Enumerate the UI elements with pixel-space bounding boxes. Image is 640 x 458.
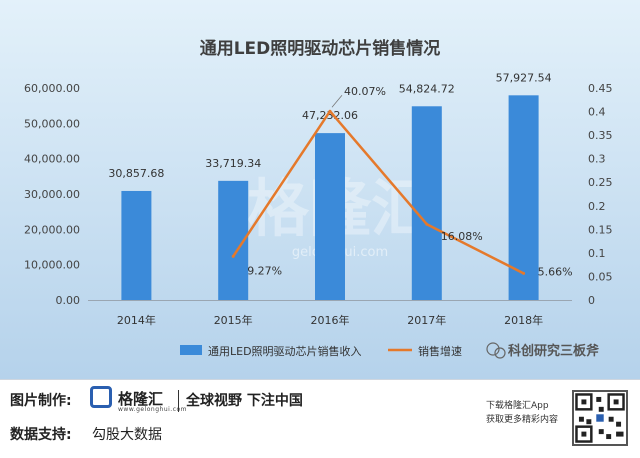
bar — [315, 133, 345, 300]
bar-value-label: 57,927.54 — [496, 71, 552, 84]
bar — [411, 106, 442, 301]
y-right-tick-label: 0.35 — [588, 129, 613, 142]
chart-title: 通用LED照明驱动芯片销售情况 — [200, 38, 441, 59]
bar — [121, 190, 152, 300]
bar-value-label: 54,824.72 — [399, 82, 455, 95]
y-right-tick-label: 0.45 — [588, 82, 613, 95]
growth-line-series: 9.27% 40.07% 16.08% 5.66% — [231, 85, 573, 278]
bar — [508, 95, 539, 300]
growth-point — [231, 254, 235, 258]
brand-domain: www.gelonghui.com — [118, 406, 188, 413]
y-left-tick-label: 20,000.00 — [24, 223, 80, 236]
y-right-tick-label: 0.15 — [588, 223, 613, 236]
legend: 通用LED照明驱动芯片销售收入 销售增速 — [180, 344, 462, 358]
slogan: 全球视野 下注中国 — [186, 393, 303, 409]
app-promo-text: 获取更多精彩内容 — [486, 415, 559, 425]
y-right-tick-label: 0.05 — [588, 270, 613, 283]
growth-point — [522, 271, 526, 275]
growth-value-label: 5.66% — [538, 265, 573, 278]
bar-value-label: 33,719.34 — [205, 157, 261, 170]
brand-logo-text: 格隆汇 — [118, 390, 164, 408]
bar-value-label: 30,857.68 — [108, 167, 164, 180]
x-tick-label: 2018年 — [504, 313, 543, 327]
footer: 图片制作: 格隆汇 www.gelonghui.com 全球视野 下注中国 数据… — [0, 379, 640, 458]
footer-divider — [178, 390, 179, 412]
y-left-tick-label: 30,000.00 — [24, 188, 80, 201]
qr-code-icon[interactable] — [572, 390, 628, 446]
growth-value-label: 16.08% — [441, 230, 483, 243]
y-left-tick-label: 10,000.00 — [24, 259, 80, 272]
app-download-text: 下载格隆汇App — [486, 401, 549, 411]
x-tick-label: 2016年 — [311, 313, 350, 327]
left-axis: 0.00 10,000.00 20,000.00 30,000.00 40,000.00… — [24, 82, 80, 307]
x-axis: 2014年 2015年 2016年 2017年 2018年 — [88, 300, 572, 327]
legend-bar-swatch — [180, 345, 202, 355]
bar-value-label: 47,232.06 — [302, 109, 358, 122]
legend-line-label: 销售增速 — [418, 344, 462, 358]
growth-value-label: 40.07% — [344, 85, 386, 98]
y-right-tick-label: 0.1 — [588, 247, 606, 260]
data-source-label: 数据支持: — [10, 427, 72, 443]
growth-line — [232, 109, 525, 275]
growth-point — [328, 109, 332, 113]
x-tick-label: 2017年 — [407, 313, 446, 327]
x-tick-label: 2014年 — [117, 313, 156, 327]
social-badge: 科创研究三板斧 — [486, 342, 600, 359]
y-left-tick-label: 40,000.00 — [24, 153, 80, 166]
right-axis: 0 0.05 0.1 0.15 0.2 0.25 0.3 0.35 0.4 0.45 — [588, 82, 613, 307]
social-badge-text: 科创研究三板斧 — [508, 343, 600, 359]
y-right-tick-label: 0.3 — [588, 153, 606, 166]
data-source: 勾股大数据 — [92, 427, 162, 443]
y-right-tick-label: 0.2 — [588, 200, 606, 213]
credit-label: 图片制作: — [10, 393, 72, 409]
growth-label-leader — [331, 94, 343, 108]
y-right-tick-label: 0 — [588, 294, 595, 307]
legend-bar-label: 通用LED照明驱动芯片销售收入 — [208, 344, 362, 358]
x-tick-label: 2015年 — [214, 313, 253, 327]
y-right-tick-label: 0.4 — [588, 106, 606, 119]
bar-series: 30,857.68 33,719.34 47,232.06 54,824.72 57,9… — [108, 71, 552, 301]
wechat-icon — [486, 342, 500, 356]
brand-logo-icon — [90, 386, 112, 408]
y-left-tick-label: 60,000.00 — [24, 82, 80, 95]
y-left-tick-label: 50,000.00 — [24, 117, 80, 130]
wechat-icon-secondary — [494, 347, 506, 359]
y-right-tick-label: 0.25 — [588, 176, 613, 189]
y-left-tick-label: 0.00 — [56, 294, 81, 307]
growth-point — [425, 222, 429, 226]
growth-value-label: 9.27% — [247, 264, 282, 277]
chart: 格隆汇gelonghui.com 通用LED照明驱动芯片销售情况 0.0010,… — [0, 0, 640, 380]
